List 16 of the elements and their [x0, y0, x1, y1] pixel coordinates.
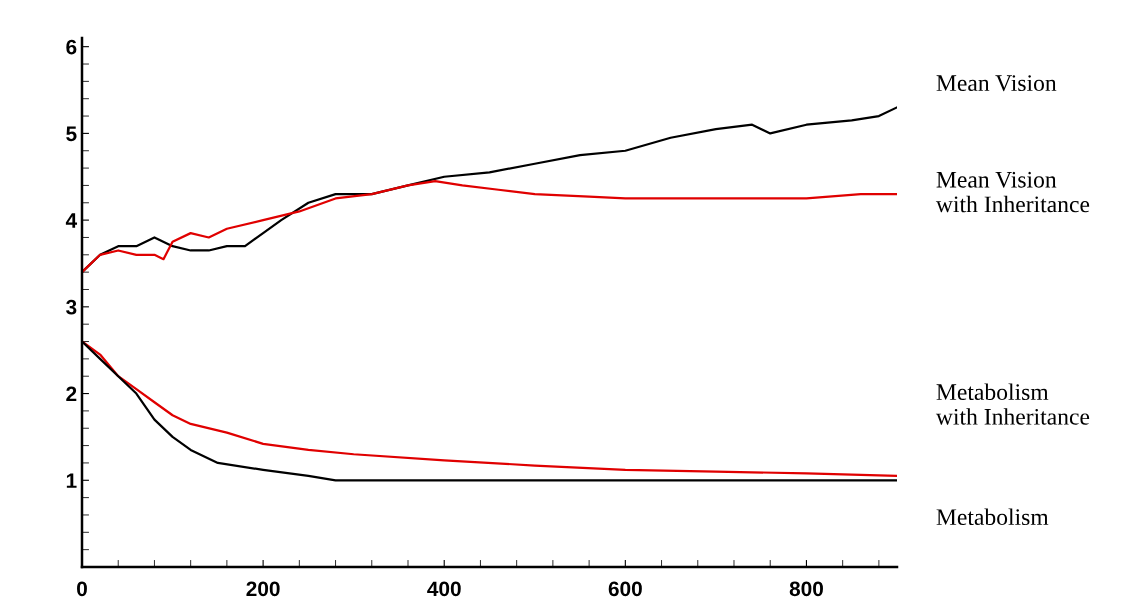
x-tick-label: 400	[427, 581, 461, 597]
x-tick-label: 0	[77, 581, 87, 597]
x-tick-label: 200	[246, 581, 280, 597]
y-tick-label: 3	[66, 299, 77, 315]
line-series	[82, 179, 897, 274]
series-label: Mean Vision with Inheritance	[935, 171, 1090, 213]
series-label: Mean Vision	[936, 75, 1057, 92]
y-tick-label: 5	[66, 126, 77, 142]
x-tick-label: 800	[789, 581, 823, 597]
text: Metabolism with Inheritance	[935, 383, 1090, 425]
y-tick-label: 1	[66, 473, 77, 488]
y-tick-label: 4	[65, 213, 78, 228]
text: Metabolism	[936, 508, 1049, 526]
x-tick-label: 600	[608, 581, 642, 597]
y-tick-label: 2	[66, 386, 77, 402]
y-tick-label: 6	[66, 39, 77, 55]
